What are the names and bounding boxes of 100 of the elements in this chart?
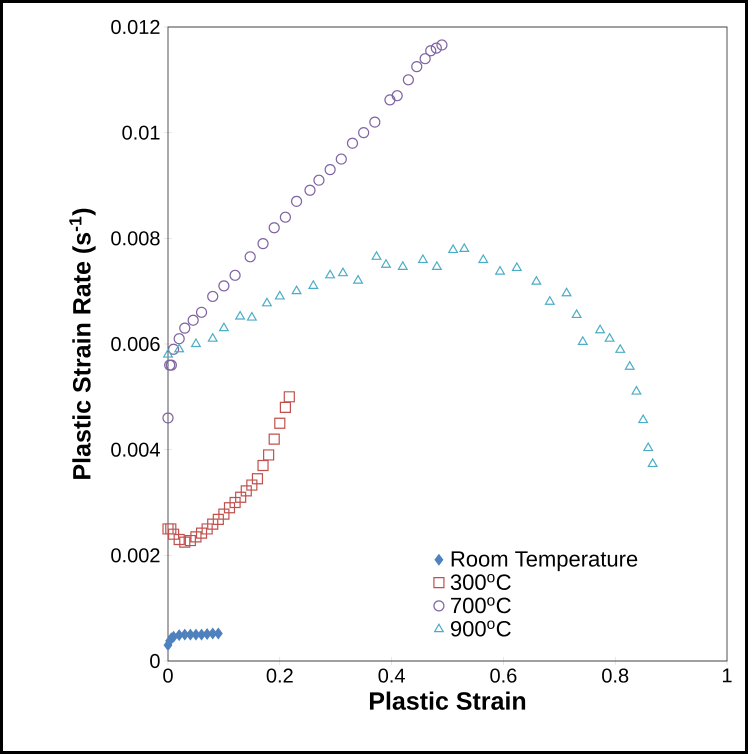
point — [190, 531, 202, 542]
point — [235, 492, 246, 503]
point — [632, 386, 642, 395]
point — [369, 116, 380, 128]
legend-label: 300$^{o}$C — [450, 574, 511, 590]
point — [174, 344, 184, 352]
point — [313, 174, 325, 186]
point — [430, 42, 442, 54]
point — [257, 238, 269, 250]
point — [562, 288, 572, 296]
point — [229, 270, 241, 281]
point — [432, 261, 442, 270]
point — [384, 94, 396, 106]
point — [179, 322, 190, 334]
point — [572, 309, 582, 318]
point — [595, 324, 606, 334]
x-tick-label: 0.2 — [266, 668, 293, 683]
point — [202, 523, 213, 535]
point — [229, 496, 241, 508]
point — [207, 290, 218, 302]
point — [168, 528, 180, 540]
point — [290, 196, 302, 207]
point — [346, 138, 358, 149]
point — [624, 361, 635, 370]
point — [188, 314, 199, 326]
point — [392, 90, 403, 102]
point — [246, 479, 258, 491]
point — [208, 333, 218, 342]
y-tick-label: 0.004 — [111, 442, 160, 457]
y-tick-label: 0.002 — [111, 548, 160, 562]
point — [207, 518, 218, 530]
point — [372, 251, 382, 260]
y-tick-label: 0 — [150, 654, 160, 668]
point — [218, 508, 230, 520]
point — [262, 298, 272, 306]
point — [240, 485, 252, 496]
legend-label: 900$^{o}$C — [450, 620, 511, 637]
point — [191, 338, 201, 348]
y-tick-label: 0.012 — [111, 20, 160, 34]
point — [244, 251, 256, 262]
point — [615, 344, 626, 353]
point — [638, 414, 648, 424]
point — [512, 262, 522, 272]
point — [174, 333, 185, 344]
point — [304, 184, 316, 196]
point — [448, 244, 458, 254]
point — [196, 528, 208, 539]
point — [325, 270, 336, 278]
point — [459, 243, 470, 252]
point — [163, 348, 173, 358]
point — [268, 222, 280, 234]
point — [179, 536, 190, 548]
point — [174, 534, 185, 546]
point — [280, 402, 291, 413]
point — [604, 333, 615, 342]
point — [495, 266, 505, 275]
x-tick-label: 0.6 — [490, 668, 516, 683]
point — [263, 449, 274, 461]
point — [212, 514, 224, 526]
point — [648, 458, 658, 468]
point — [411, 61, 422, 72]
x-axis-title: Plastic Strain — [370, 692, 526, 710]
legend-label: 700$^{o}$C — [451, 597, 511, 614]
point — [308, 280, 318, 289]
x-tick-label: 1 — [722, 668, 732, 682]
point — [398, 261, 408, 270]
point — [544, 296, 555, 305]
x-tick-label: 0.4 — [378, 668, 405, 683]
point — [402, 74, 414, 86]
y-tick-label: 0.008 — [111, 231, 160, 246]
point — [578, 336, 588, 345]
legend-label: Room Temperature — [452, 551, 638, 572]
point — [274, 418, 286, 429]
point — [643, 442, 654, 452]
point — [353, 274, 363, 284]
point — [252, 473, 264, 484]
point — [257, 460, 269, 472]
point — [418, 254, 428, 264]
point — [338, 268, 348, 276]
x-tick-label: 0 — [163, 668, 173, 683]
point — [436, 39, 448, 51]
point — [168, 344, 180, 355]
point — [284, 391, 295, 402]
point — [531, 276, 542, 285]
point — [235, 310, 246, 320]
point — [420, 53, 431, 64]
y-tick-label: 0.01 — [122, 126, 160, 140]
y-axis-title: Plastic Strain Rate (s$^{-1}$) — [69, 208, 96, 479]
point — [381, 259, 391, 268]
point — [196, 306, 208, 318]
point — [218, 322, 229, 332]
point — [218, 280, 230, 292]
point — [280, 212, 291, 223]
point — [246, 312, 257, 321]
point — [358, 127, 370, 138]
x-tick-label: 0.8 — [602, 668, 628, 683]
point — [162, 412, 174, 424]
point — [324, 164, 336, 176]
point — [425, 45, 436, 56]
point — [268, 434, 280, 445]
